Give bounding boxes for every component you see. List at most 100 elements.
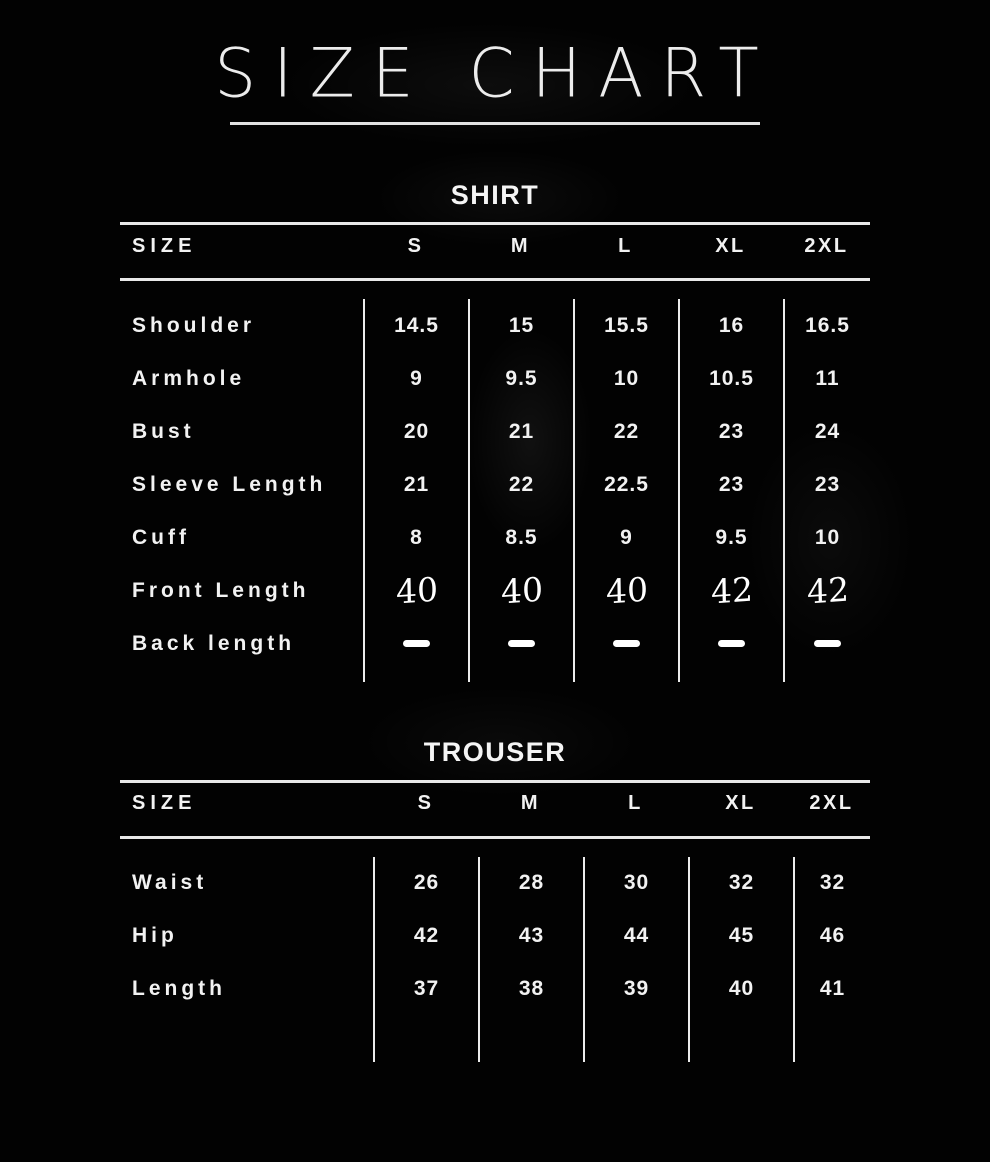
row-label: Hip [132, 924, 178, 948]
size-value-cell [363, 617, 468, 671]
size-value-cell: 9.5 [678, 511, 783, 565]
size-value-cell: 9.5 [468, 352, 573, 406]
value-text: 23 [718, 419, 745, 443]
row-label: Length [132, 977, 226, 1001]
value-text: 40 [500, 569, 543, 612]
value-text: 21 [508, 419, 535, 443]
row-label: Waist [132, 871, 208, 895]
size-value-cell: 8 [363, 511, 468, 565]
size-value-cell: 41 [793, 962, 870, 1016]
size-value-cell: 40 [688, 962, 793, 1016]
shirt-rule-top [120, 222, 870, 226]
column-divider-extension [363, 670, 468, 683]
row-label: Sleeve Length [132, 472, 327, 496]
divider-extension-spacer [120, 1016, 373, 1062]
size-value-cell [468, 617, 573, 671]
size-value-cell: 32 [688, 856, 793, 910]
shirt-size-header-row: SIZE S M L XL 2XL [120, 225, 870, 267]
table-row: Length 37 38 39 40 41 [120, 962, 870, 1016]
size-value-cell: 23 [678, 458, 783, 512]
shirt-heading: SHIRT [450, 179, 540, 210]
value-text: 16 [718, 313, 745, 337]
row-label: Armhole [132, 366, 246, 390]
dash-value-bar [403, 640, 430, 648]
table-row: Back length [120, 617, 870, 671]
value-text: 9.5 [715, 525, 748, 549]
size-value-cell: 14.5 [363, 299, 468, 353]
size-value-cell [678, 617, 783, 671]
trouser-rule-top [120, 779, 870, 783]
size-value-cell: 32 [793, 856, 870, 910]
value-text: 44 [623, 924, 650, 948]
trouser-heading: TROUSER [423, 737, 567, 768]
value-text: 32 [728, 871, 755, 895]
size-value-cell: 37 [373, 962, 478, 1016]
size-value-cell: 23 [783, 458, 870, 512]
divider-extension-spacer [120, 670, 363, 682]
table-row: Bust 20 21 22 23 24 [120, 405, 870, 459]
value-text: 20 [403, 419, 430, 443]
table-row: Front Length 40 40 40 42 42 [120, 564, 870, 618]
dash-value-bar [508, 640, 535, 648]
size-column-header-2xl: 2XL [809, 792, 854, 815]
size-value-cell: 10 [783, 511, 870, 565]
column-divider-extension [678, 670, 783, 683]
value-text: 8.5 [505, 525, 538, 549]
size-value-cell: 23 [678, 405, 783, 459]
value-text: 43 [518, 924, 545, 948]
trouser-size-table: TROUSER SIZE S M L XL 2XL Waist 26 28 30 32 32 Hip 42 4… [120, 736, 870, 1062]
shirt-size-table: SHIRT SIZE S M L XL 2XL Shoulder 14.5 15 15.5 16 16.… [120, 179, 870, 683]
column-divider-extension [573, 670, 678, 683]
value-text: 42 [806, 569, 849, 612]
value-text: 30 [623, 871, 650, 895]
column-divider-extension [583, 1015, 688, 1062]
row-label: Back length [132, 631, 296, 655]
size-value-cell: 21 [468, 405, 573, 459]
value-text: 15 [508, 313, 535, 337]
size-column-header-xl: XL [725, 792, 756, 815]
size-value-cell: 28 [478, 856, 583, 910]
size-value-cell: 9 [363, 352, 468, 406]
value-text: 10 [613, 366, 640, 390]
value-text: 38 [518, 977, 545, 1001]
value-text: 14.5 [394, 313, 439, 337]
divider-extension-row [120, 670, 870, 683]
size-value-cell: 15.5 [573, 299, 678, 353]
trouser-table-body: Waist 26 28 30 32 32 Hip 42 43 44 45 46 Length 37 38 39… [120, 856, 870, 1062]
row-label: Bust [132, 419, 195, 443]
table-row: Hip 42 43 44 45 46 [120, 909, 870, 963]
dash-value-bar [613, 640, 640, 648]
value-text: 10.5 [709, 366, 754, 390]
column-divider-extension [478, 1015, 583, 1062]
column-divider-extension [373, 1015, 478, 1062]
size-column-header-m: M [520, 792, 541, 815]
dash-value-bar [814, 640, 841, 648]
value-text: 9.5 [505, 366, 538, 390]
value-text: 23 [718, 472, 745, 496]
value-text: 26 [413, 871, 440, 895]
value-text: 41 [819, 977, 846, 1001]
value-text: 15.5 [604, 313, 649, 337]
column-divider-extension [793, 1015, 870, 1062]
value-text: 32 [819, 871, 846, 895]
size-value-cell: 16 [678, 299, 783, 353]
size-column-header-s: S [407, 234, 424, 257]
column-divider-extension [468, 670, 573, 683]
table-row: Waist 26 28 30 32 32 [120, 856, 870, 910]
size-value-cell: 24 [783, 405, 870, 459]
value-text: 8 [410, 525, 423, 549]
value-text: 24 [814, 419, 841, 443]
shirt-table-body: Shoulder 14.5 15 15.5 16 16.5 Armhole 9 9.5 10 10.… [120, 299, 870, 683]
size-value-cell: 39 [583, 962, 688, 1016]
size-column-header-s: S [417, 792, 434, 815]
table-row: Cuff 8 8.5 9 9.5 10 [120, 511, 870, 565]
size-column-header-m: M [510, 234, 531, 257]
size-value-cell: 43 [478, 909, 583, 963]
size-value-cell: 46 [793, 909, 870, 963]
value-text: 46 [819, 924, 846, 948]
value-text: 37 [413, 977, 440, 1001]
trouser-rule-mid [120, 835, 870, 839]
size-value-cell: 11 [783, 352, 870, 406]
divider-extension-row [120, 1015, 870, 1062]
dash-value-bar [718, 640, 745, 648]
